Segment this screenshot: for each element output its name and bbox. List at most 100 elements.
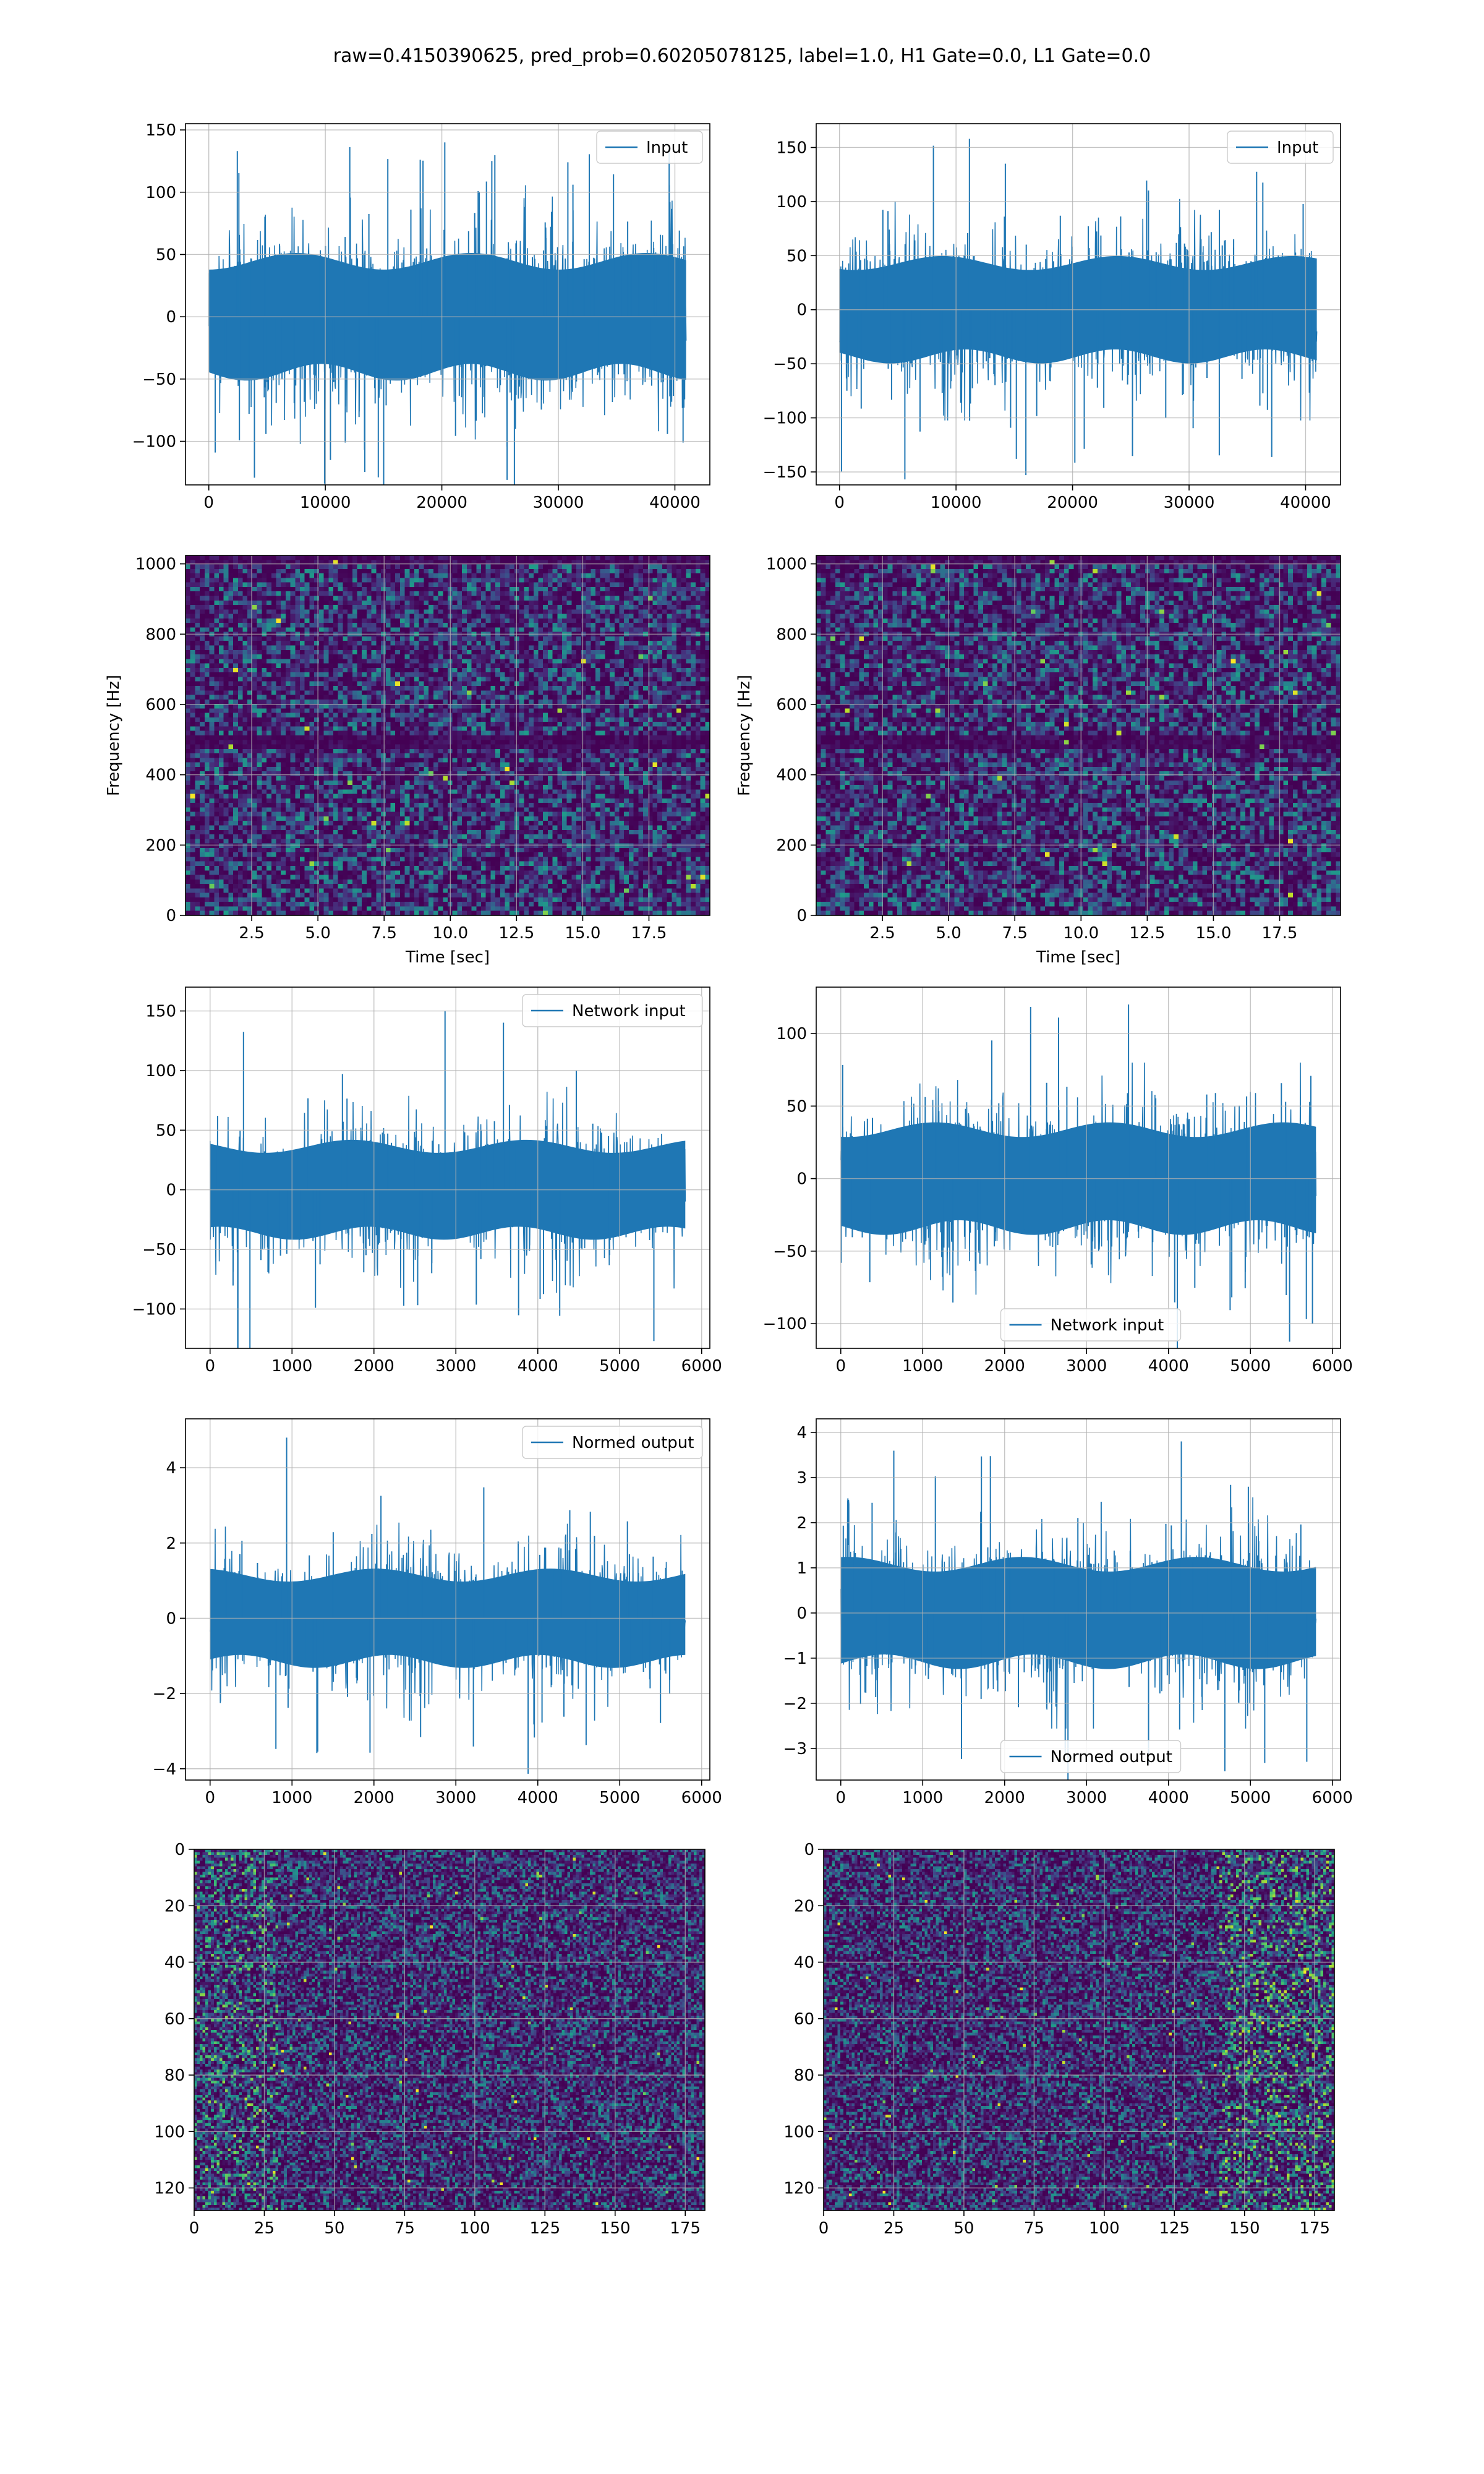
x-tick-label: 15.0	[565, 924, 600, 943]
x-tick-label: 75	[394, 2219, 415, 2238]
y-tick-label: 50	[787, 1097, 807, 1116]
y-tick-label: −50	[142, 1241, 176, 1259]
axes-frame	[185, 1418, 710, 1781]
x-tick-label: 150	[600, 2219, 631, 2238]
legend: Normed output	[522, 1426, 703, 1459]
y-tick-label: −2	[153, 1685, 176, 1703]
y-tick-label: 120	[154, 2180, 185, 2198]
heatmap-image	[186, 555, 710, 915]
x-tick-label: 12.5	[1129, 924, 1165, 943]
legend-box	[522, 1426, 703, 1459]
legend-label: Normed output	[572, 1434, 694, 1452]
y-tick-label: 50	[787, 247, 807, 265]
y-tick-label: 400	[776, 766, 807, 785]
grid	[816, 987, 1341, 1348]
y-tick-label: −100	[132, 433, 176, 452]
l1-spectrogram-panel: 2.5 5.0 7.5 10.0 12.5 15.0 17.5 0 200 400 600 800 10…	[735, 555, 1341, 967]
y-tick-label: 1000	[766, 555, 807, 574]
figure-title: raw=0.4150390625, pred_prob=0.6020507812…	[333, 45, 1151, 67]
axes-frame	[194, 1849, 706, 2211]
grid	[186, 1419, 710, 1780]
x-tick-label: 2000	[984, 1789, 1025, 1807]
axes-frame	[185, 987, 710, 1349]
y-tick-label: 200	[145, 836, 176, 855]
legend: Input	[1227, 131, 1334, 164]
y-tick-label: 150	[145, 121, 176, 140]
x-tick-label: 50	[953, 2219, 974, 2238]
x-tick-label: 3000	[1066, 1789, 1107, 1807]
x-tick-label: 175	[670, 2219, 701, 2238]
l1-network-image-panel: 0 25 50 75 100 125 150 175 0 20 40 60 80 100 120	[783, 1841, 1335, 2238]
axes-frame	[816, 1418, 1341, 1781]
y-tick-label: −1	[783, 1650, 807, 1668]
x-tick-label: 0	[835, 1357, 846, 1376]
y-tick-label: 60	[164, 2010, 185, 2029]
x-tick-label: 100	[1089, 2219, 1120, 2238]
y-tick-label: 800	[776, 625, 807, 644]
x-tick-label: 2.5	[239, 924, 264, 943]
y-tick-label: 60	[794, 2010, 814, 2029]
y-tick-label: 0	[174, 1841, 185, 1859]
grid	[823, 1849, 1334, 2211]
y-tick-label: 4	[166, 1459, 176, 1478]
y-tick-label: 4	[796, 1424, 807, 1442]
y-axis-label: Frequency [Hz]	[735, 675, 754, 796]
h1-network-input-panel: 0 1000 2000 3000 4000 5000 6000 −100 −50 0 50 100 15…	[132, 987, 722, 1376]
legend: Input	[596, 131, 703, 164]
legend-label: Input	[1277, 139, 1318, 157]
y-tick-label: 80	[794, 2066, 814, 2085]
y-tick-label: 800	[145, 625, 176, 644]
y-tick-label: 1000	[135, 555, 176, 574]
x-tick-label: 10.0	[1063, 924, 1099, 943]
y-tick-label: 50	[156, 1121, 176, 1140]
x-tick-label: 20000	[1047, 494, 1098, 512]
y-tick-label: 20	[794, 1897, 814, 1915]
legend-label: Normed output	[1051, 1748, 1172, 1766]
y-tick-label: −50	[142, 370, 176, 389]
h1-normed-output-panel: 0 1000 2000 3000 4000 5000 6000 −4 −2 0 2 4 Normed o…	[153, 1418, 722, 1807]
x-tick-label: 75	[1024, 2219, 1044, 2238]
y-tick-label: 100	[776, 193, 807, 212]
y-tick-label: 600	[776, 696, 807, 714]
y-tick-label: 600	[145, 696, 176, 714]
axes-frame	[816, 555, 1341, 916]
x-tick-label: 4000	[1148, 1789, 1189, 1807]
x-tick-label: 0	[835, 1789, 846, 1807]
x-axis-label: Time [sec]	[405, 948, 490, 967]
y-tick-label: 40	[794, 1954, 814, 1972]
x-tick-label: 0	[205, 1789, 215, 1807]
x-tick-label: 0	[819, 2219, 829, 2238]
x-tick-label: 2000	[354, 1357, 394, 1376]
x-tick-label: 50	[324, 2219, 344, 2238]
series-spikes	[842, 1450, 1308, 1780]
y-tick-label: 150	[145, 1003, 176, 1021]
y-tick-label: 0	[796, 1170, 807, 1189]
x-tick-label: 2000	[354, 1789, 394, 1807]
y-tick-label: 0	[804, 1841, 814, 1859]
y-tick-label: 100	[783, 2123, 814, 2141]
y-tick-label: 0	[166, 907, 176, 925]
series-spikes	[840, 1007, 1313, 1348]
x-tick-label: 5.0	[936, 924, 961, 943]
series-spikes	[840, 145, 1317, 480]
x-tick-label: 2.5	[869, 924, 895, 943]
y-tick-label: −150	[763, 463, 807, 482]
x-tick-label: 2000	[984, 1357, 1025, 1376]
l1-network-input-panel: 0 1000 2000 3000 4000 5000 6000 −100 −50 0 50 100 Ne…	[763, 987, 1353, 1376]
x-tick-label: 3000	[435, 1789, 476, 1807]
x-tick-label: 150	[1229, 2219, 1260, 2238]
x-tick-label: 100	[459, 2219, 490, 2238]
legend: Normed output	[1000, 1740, 1182, 1773]
y-tick-label: −3	[783, 1740, 807, 1758]
x-tick-label: 5000	[599, 1357, 640, 1376]
y-tick-label: −4	[153, 1760, 176, 1779]
x-tick-label: 1000	[271, 1789, 312, 1807]
x-tick-label: 17.5	[631, 924, 667, 943]
x-tick-label: 0	[834, 494, 845, 512]
h1-network-image-panel: 0 25 50 75 100 125 150 175 0 20 40 60 80 100 120	[154, 1841, 706, 2238]
y-tick-label: 100	[154, 2123, 185, 2141]
y-tick-label: −100	[763, 409, 807, 428]
x-tick-label: 125	[1159, 2219, 1190, 2238]
axes-frame	[185, 555, 710, 916]
x-tick-label: 125	[529, 2219, 560, 2238]
